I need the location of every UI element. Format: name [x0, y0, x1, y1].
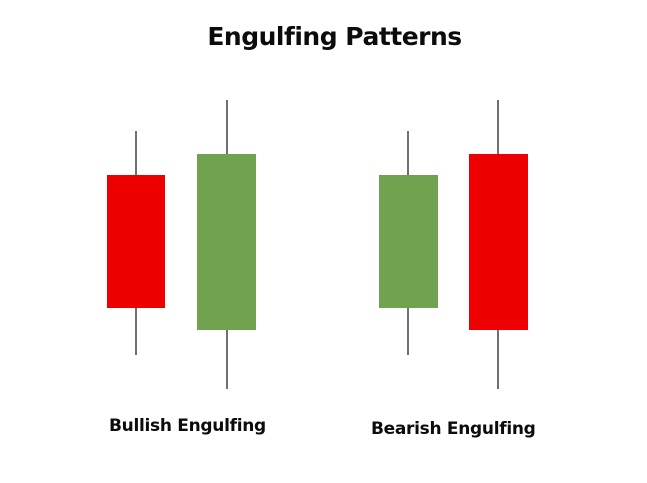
bullish-engulfing-label: Bullish Engulfing: [109, 416, 266, 436]
candle-body: [379, 175, 438, 308]
small-bearish-candle: [107, 131, 165, 355]
bearish-engulfing-pattern: [379, 100, 528, 389]
candle-body: [197, 154, 256, 330]
bearish-engulfing-label: Bearish Engulfing: [371, 419, 536, 439]
candle-body: [469, 154, 528, 330]
candle-body: [107, 175, 165, 308]
large-bullish-candle: [197, 100, 256, 389]
small-bullish-candle: [379, 131, 438, 355]
diagram-title: Engulfing Patterns: [207, 22, 462, 51]
bullish-engulfing-pattern: [107, 100, 256, 389]
large-bearish-candle: [469, 100, 528, 389]
